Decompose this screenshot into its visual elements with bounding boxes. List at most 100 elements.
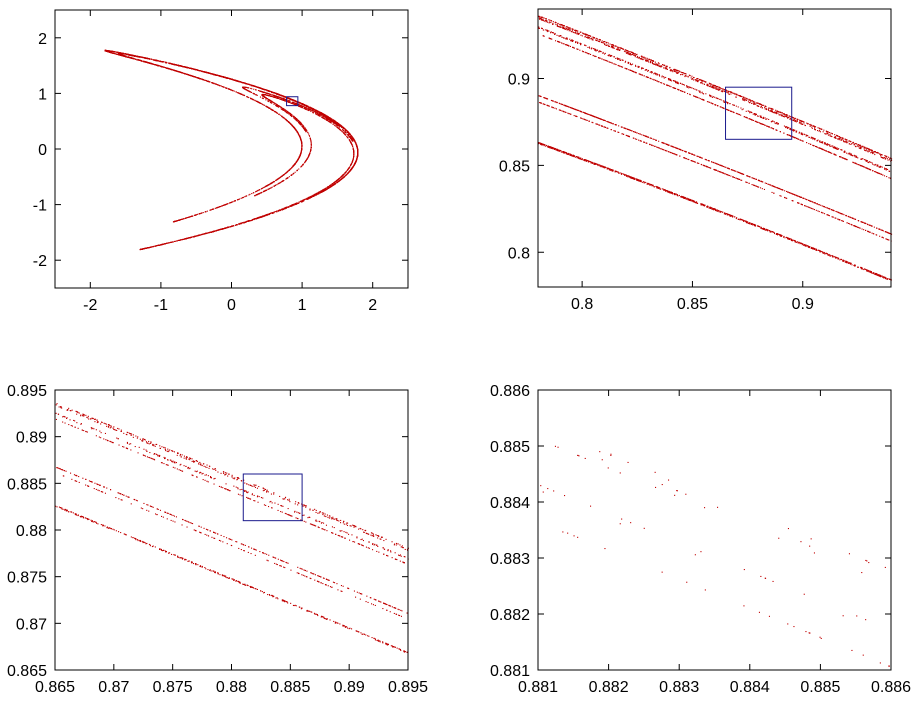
data-point (120, 54, 122, 56)
data-point (266, 94, 268, 96)
data-point (304, 198, 306, 200)
data-point (312, 110, 314, 112)
data-point (209, 81, 211, 83)
data-point (188, 216, 190, 218)
data-point (318, 113, 320, 115)
data-point (287, 206, 289, 208)
data-point (263, 88, 265, 90)
data-point (263, 104, 265, 106)
data-point (327, 187, 329, 189)
data-point (326, 186, 328, 188)
data-point (293, 203, 295, 205)
data-point (332, 123, 334, 125)
data-point (226, 77, 228, 79)
data-point (348, 133, 350, 135)
data-point (240, 223, 242, 225)
data-point (230, 226, 232, 228)
data-point (236, 199, 238, 201)
data-point (264, 89, 266, 91)
data-point (308, 133, 310, 135)
data-point (286, 207, 288, 209)
data-point (246, 87, 248, 89)
data-point (156, 64, 158, 66)
data-point (149, 246, 151, 248)
data-point (310, 110, 312, 112)
data-point (349, 140, 351, 142)
data-point (249, 220, 251, 222)
data-point (255, 89, 257, 91)
data-point (266, 189, 268, 191)
data-point (295, 202, 297, 204)
data-point (117, 51, 119, 53)
data-point (330, 184, 332, 186)
data-point (307, 198, 309, 200)
data-point (312, 194, 314, 196)
data-point (279, 97, 281, 99)
data-point (247, 90, 249, 92)
data-point (337, 127, 339, 129)
data-point (283, 179, 285, 181)
data-point (292, 173, 294, 175)
data-point (239, 198, 241, 200)
data-point (314, 111, 316, 113)
data-point (174, 240, 176, 242)
data-point (344, 133, 346, 135)
data-point (306, 130, 308, 132)
data-point (308, 155, 310, 157)
data-point (251, 219, 253, 221)
data-point (298, 102, 300, 104)
data-point (279, 106, 281, 108)
data-point (284, 98, 286, 100)
data-point (306, 129, 308, 131)
data-point (272, 101, 274, 103)
data-point (228, 77, 230, 79)
data-point (233, 200, 235, 202)
data-point (134, 58, 136, 60)
data-point (295, 104, 297, 106)
data-point (166, 67, 168, 69)
data-point (242, 197, 244, 199)
data-point (274, 96, 276, 98)
data-point (310, 144, 312, 146)
data-point (200, 212, 202, 214)
data-point (214, 74, 216, 76)
data-point (255, 190, 257, 192)
data-point (182, 72, 184, 74)
data-point (278, 210, 280, 212)
data-point (158, 244, 160, 246)
data-point (250, 87, 252, 89)
data-point (352, 157, 354, 159)
data-point (223, 204, 225, 206)
data-point (163, 61, 165, 63)
data-point (315, 193, 317, 195)
data-point (205, 232, 207, 234)
data-point (285, 207, 287, 209)
data-point (182, 72, 184, 74)
data-point (223, 204, 225, 206)
data-point (277, 96, 279, 98)
data-point (271, 212, 273, 214)
data-point (300, 200, 302, 202)
data-point (159, 65, 161, 67)
data-point (235, 224, 237, 226)
data-point (187, 237, 189, 239)
data-point (196, 235, 198, 237)
data-point (277, 183, 279, 185)
data-point (244, 95, 246, 97)
data-point (289, 100, 291, 102)
data-point (125, 54, 127, 56)
data-point (297, 119, 299, 121)
data-point (246, 89, 248, 91)
data-point (218, 206, 220, 208)
data-point (330, 118, 332, 120)
data-point (148, 58, 150, 60)
data-point (205, 211, 207, 213)
data-point (243, 86, 245, 88)
data-point (318, 111, 320, 113)
data-point (192, 75, 194, 77)
data-point (279, 114, 281, 116)
data-point (253, 88, 255, 90)
data-point (308, 109, 310, 111)
data-point (200, 78, 202, 80)
data-point (304, 161, 306, 163)
